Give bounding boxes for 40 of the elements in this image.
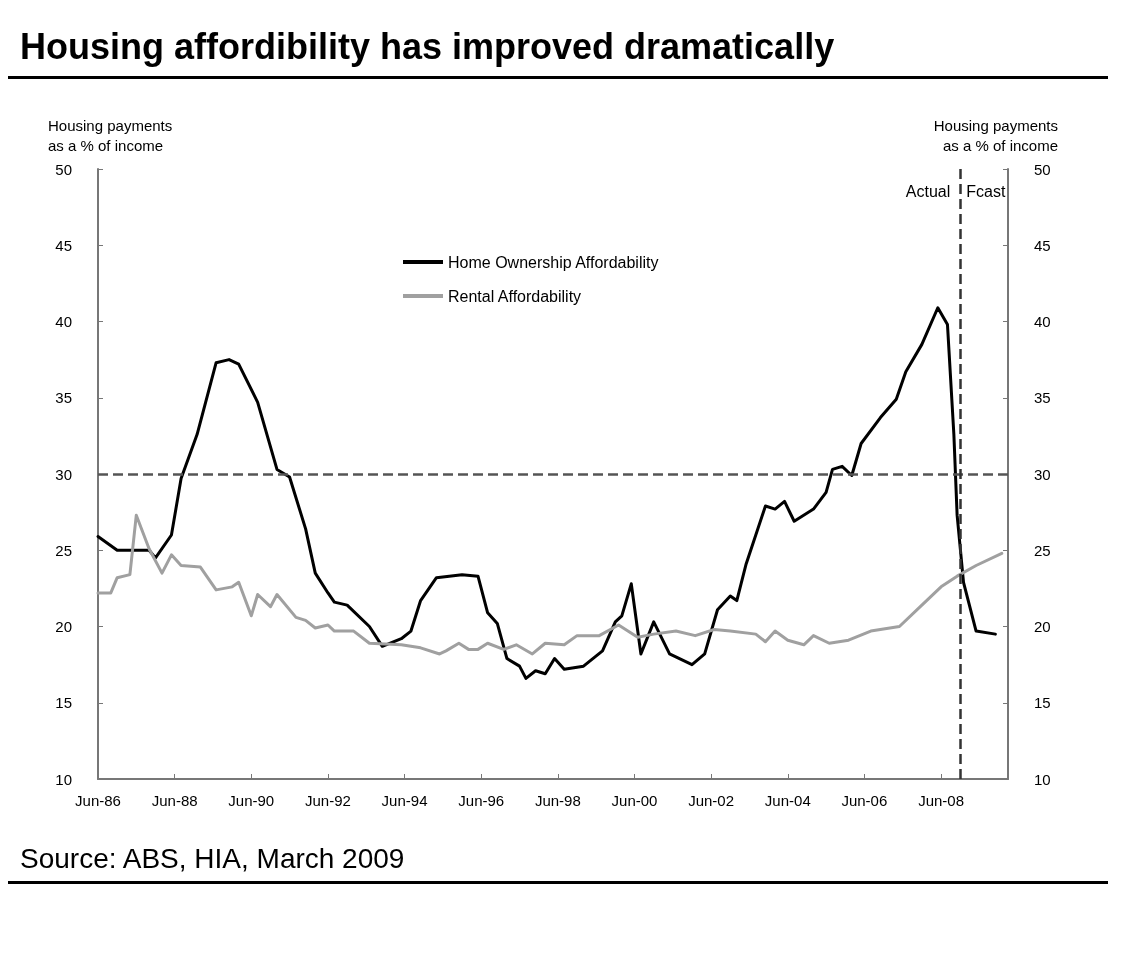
x-tick-label: Jun-06: [841, 792, 888, 809]
source-note: Source: ABS, HIA, March 2009: [8, 839, 1108, 884]
y-axis-title: Housing payments as a % of income: [48, 116, 173, 154]
y2-tick-label: 45: [1034, 236, 1051, 254]
y2-tick-label: 10: [1034, 770, 1051, 788]
x-tick-label: Jun-88: [151, 792, 198, 809]
line-series: [96, 513, 1004, 656]
y2-tick-label: 15: [1034, 694, 1051, 712]
y-tick-label: 25: [55, 541, 72, 559]
y-tick-label: 45: [55, 236, 72, 254]
annotation: Actual: [905, 182, 951, 200]
x-tick-label: Jun-96: [458, 792, 505, 809]
x-tick-label: Jun-02: [688, 792, 735, 809]
y2-tick-label: 30: [1034, 465, 1051, 483]
x-tick-label: Jun-98: [534, 792, 581, 809]
x-tick-label: Jun-90: [228, 792, 275, 809]
x-tick-label: Jun-86: [75, 792, 121, 809]
line-series: [96, 306, 997, 680]
y2-tick-label: 40: [1034, 313, 1051, 330]
y2-axis-title: Housing payments as a % of income: [933, 116, 1058, 154]
y2-tick-label: 50: [1034, 160, 1051, 178]
y-tick-label: 50: [55, 160, 72, 178]
y2-tick-label: 20: [1034, 618, 1051, 635]
legend-label: Rental Affordability: [448, 287, 582, 305]
x-tick-label: Jun-04: [764, 792, 811, 809]
x-tick-label: Jun-00: [611, 792, 658, 809]
chart-title: Housing affordibility has improved dramatically: [8, 8, 1108, 79]
y-tick-label: 35: [55, 389, 72, 407]
x-tick-label: Jun-92: [305, 792, 351, 809]
y-tick-label: 15: [55, 694, 72, 712]
x-tick-label: Jun-08: [918, 792, 964, 809]
y2-tick-label: 25: [1034, 541, 1051, 559]
annotation: Fcast: [966, 182, 1006, 200]
y2-tick-label: 35: [1034, 389, 1051, 407]
y-tick-label: 30: [55, 465, 72, 483]
y-tick-label: 20: [55, 618, 72, 635]
legend-label: Home Ownership Affordability: [448, 253, 659, 271]
y-tick-label: 40: [55, 313, 72, 330]
x-tick-label: Jun-94: [381, 792, 428, 809]
y-tick-label: 10: [55, 770, 72, 788]
